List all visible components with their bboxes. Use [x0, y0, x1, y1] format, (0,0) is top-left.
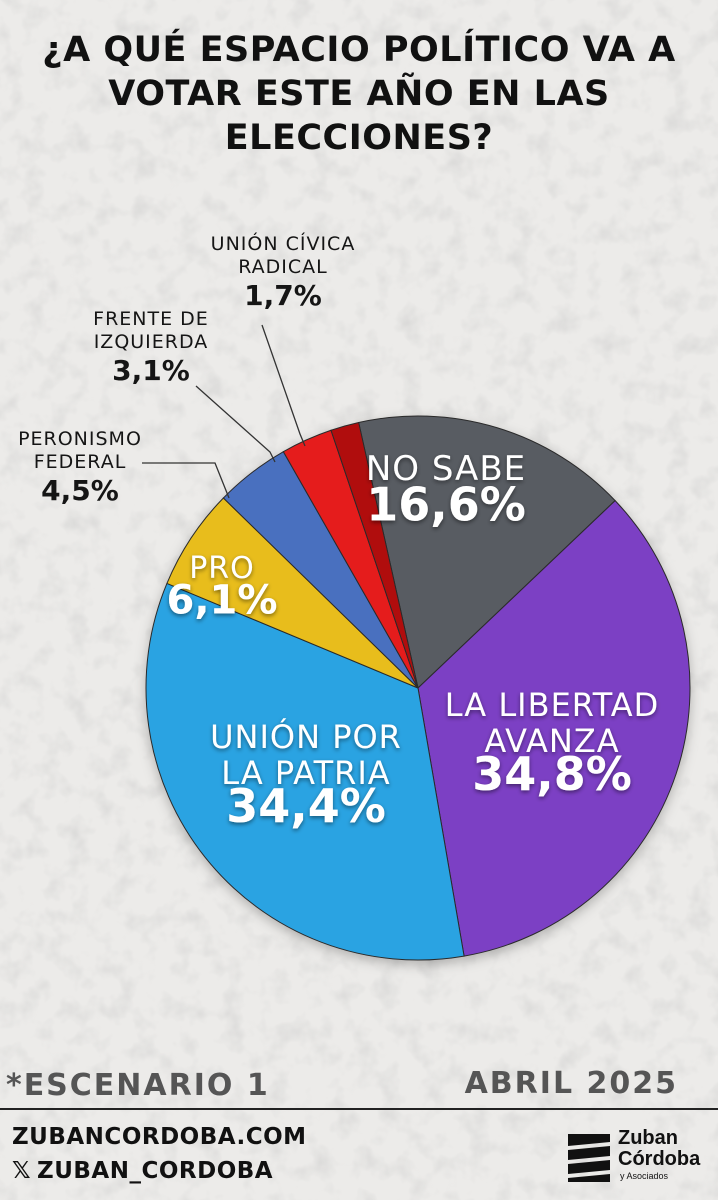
slice-label-name-3-0: PRO — [189, 551, 255, 586]
slice-value-4: 4,5% — [41, 474, 119, 507]
slice-value-2: 34,4% — [226, 779, 386, 833]
logo-wordmark: Zuban Córdoba — [618, 1128, 700, 1170]
chart-title-line-1: ¿A QUÉ ESPACIO POLÍTICO VA A — [42, 30, 676, 70]
x-icon: 𝕏 — [12, 1158, 32, 1184]
social-handle[interactable]: 𝕏 ZUBAN_CORDOBA — [12, 1158, 273, 1184]
slice-label-3: PRO 6,1% — [167, 551, 278, 624]
slice-label-0: NO SABE 16,6% — [366, 449, 526, 531]
pie-slice-6 — [330, 421, 419, 689]
slice-label-name-5-1: IZQUIERDA — [93, 331, 209, 353]
slice-label-6: UNIÓN CÍVICA RADICAL 1,7% — [198, 233, 368, 313]
slice-label-name-1-1: AVANZA — [484, 722, 619, 760]
slice-value-3: 6,1% — [167, 578, 278, 624]
footer-divider — [0, 1108, 718, 1110]
slice-label-1: LA LIBERTAD AVANZA 34,8% — [445, 686, 660, 801]
leader-line-6 — [261, 324, 306, 447]
chart-title-line-3: ELECCIONES? — [224, 118, 494, 158]
slice-label-name-2-0: UNIÓN POR — [210, 717, 402, 756]
slice-label-name-6-0: UNIÓN CÍVICA — [210, 233, 356, 255]
logo-line-2: Córdoba — [618, 1148, 701, 1170]
pie-slice-2 — [145, 582, 465, 961]
slice-label-name-2-1: LA PATRIA — [221, 754, 390, 792]
survey-date: ABRIL 2025 — [464, 1066, 678, 1101]
slice-label-name-6-1: RADICAL — [238, 256, 328, 278]
leader-line-4 — [142, 462, 230, 499]
slice-value-6: 1,7% — [244, 279, 322, 312]
slice-label-name-1-0: LA LIBERTAD — [445, 686, 660, 724]
logo-subtitle: y Asociados — [620, 1171, 669, 1181]
pie-slice-0 — [358, 415, 616, 689]
slice-label-name-4-1: FEDERAL — [33, 451, 127, 473]
slice-label-name-0-0: NO SABE — [366, 449, 526, 489]
website-link[interactable]: ZUBANCORDOBA.COM — [12, 1124, 307, 1150]
slice-label-4: PERONISMO FEDERAL 4,5% — [0, 428, 160, 508]
scenario-note: *ESCENARIO 1 — [6, 1068, 270, 1103]
slice-value-5: 3,1% — [112, 354, 190, 387]
leader-line-5 — [195, 385, 276, 463]
slice-label-name-5-0: FRENTE DE — [93, 308, 209, 330]
logo-mark-icon — [568, 1134, 610, 1182]
slice-label-5: FRENTE DE IZQUIERDA 3,1% — [66, 308, 236, 388]
slice-value-0: 16,6% — [366, 477, 526, 531]
zuban-cordoba-logo: Zuban Córdoba y Asociados — [566, 1128, 716, 1188]
slice-label-name-4-0: PERONISMO — [18, 428, 142, 450]
chart-title-line-2: VOTAR ESTE AÑO EN LAS — [108, 74, 610, 114]
slice-label-2: UNIÓN POR LA PATRIA 34,4% — [210, 717, 402, 833]
slice-value-1: 34,8% — [472, 747, 632, 801]
chart-title: ¿A QUÉ ESPACIO POLÍTICO VA A VOTAR ESTE … — [0, 28, 718, 160]
logo-line-1: Zuban — [618, 1127, 678, 1149]
pie-slices — [145, 415, 691, 961]
pie-slice-1 — [417, 499, 691, 957]
social-handle-text: ZUBAN_CORDOBA — [37, 1158, 274, 1184]
